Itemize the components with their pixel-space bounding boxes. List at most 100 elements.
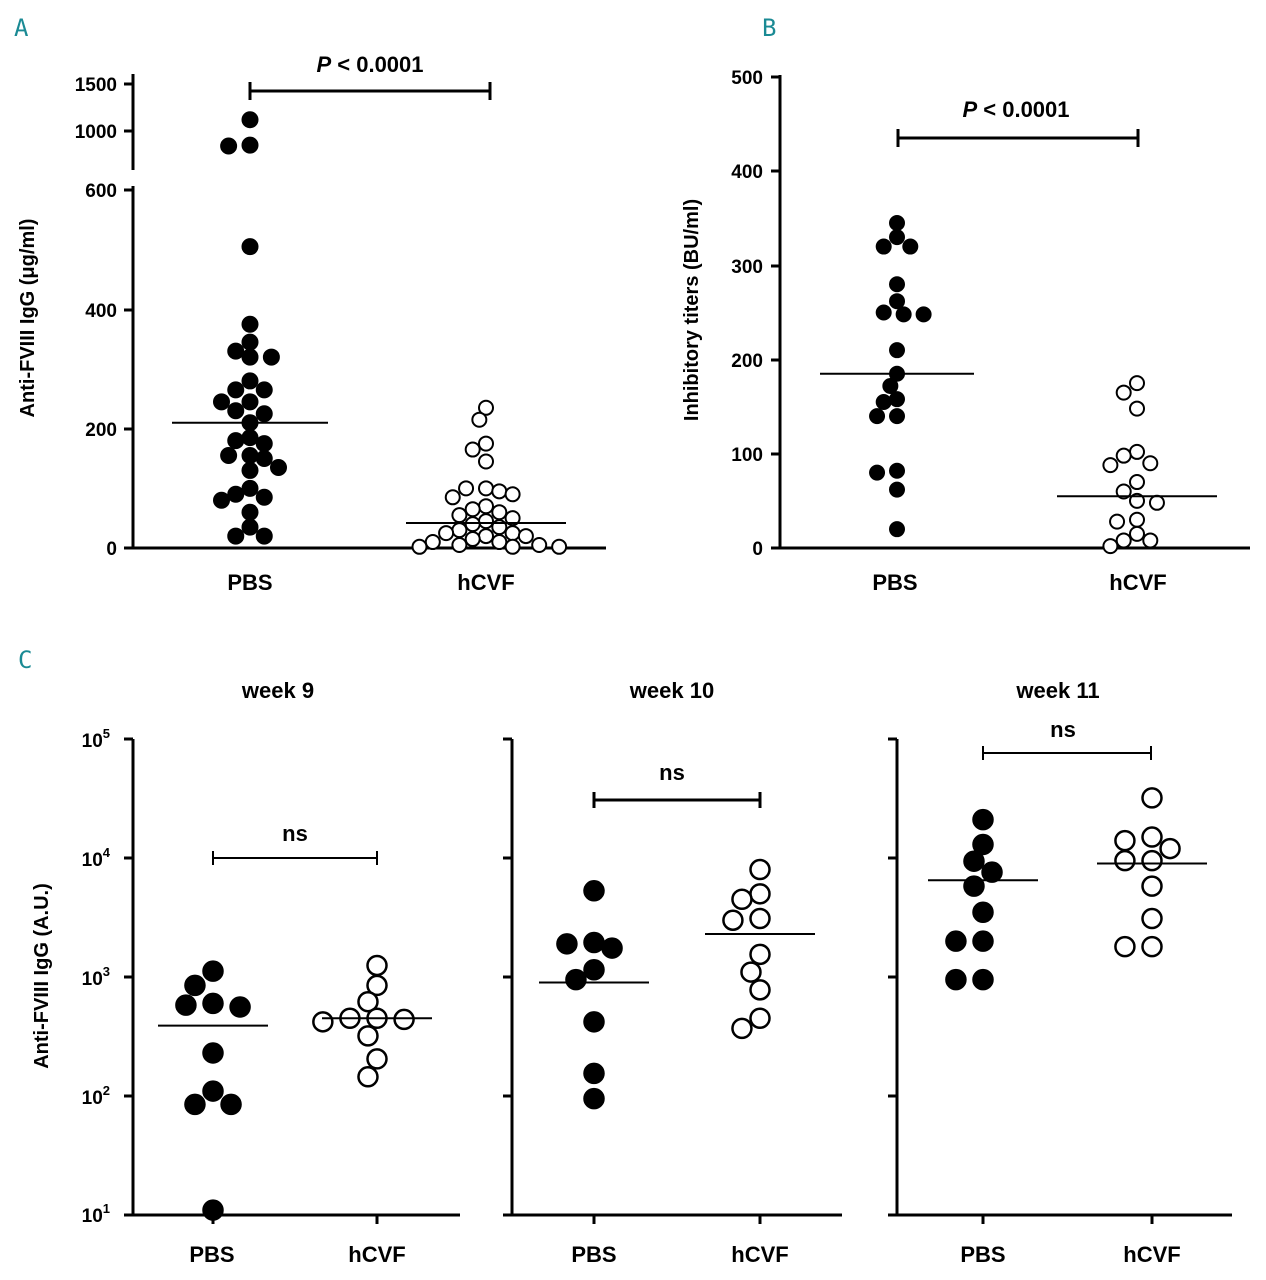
panel-a-pbs-point: [220, 137, 238, 155]
panel-a-hcvf-point: [478, 435, 494, 452]
panel-a-category-hcvf: hCVF: [457, 570, 514, 595]
week-10-pbs-point: [556, 933, 578, 955]
week-10-significance-bracket: [592, 792, 762, 808]
panel-b-category-pbs: PBS: [872, 570, 917, 595]
panel-b-pbs-point: [869, 464, 886, 481]
panel-label-c: C: [18, 646, 32, 674]
panel-c-y-label: Anti-FVIII IgG (A.U.): [31, 883, 53, 1069]
panel-a-hcvf-point: [478, 399, 494, 416]
panel-a-tick-label: 400: [85, 301, 117, 322]
panel-b-hcvf-point: [1129, 400, 1145, 417]
panel-a-pbs-point: [241, 503, 259, 521]
panel-a-pbs-point: [241, 447, 259, 465]
panel-a-hcvf-point: [504, 486, 521, 503]
tick-exponent: 5: [103, 726, 110, 741]
panel-a-hcvf-point: [438, 525, 455, 542]
tick-exponent: 3: [103, 964, 110, 979]
panel-b-tick-label: 400: [731, 162, 763, 183]
panel-c-category-hcvf: hCVF: [731, 1242, 788, 1267]
panel-b-hcvf-point: [1142, 532, 1159, 549]
panel-a-hcvf-point: [458, 480, 475, 497]
week-11-hcvf-point: [1141, 875, 1163, 897]
week-9-pbs-point: [220, 1093, 242, 1116]
panel-a-hcvf-point: [478, 528, 494, 545]
panel-b-tick-label: 200: [731, 351, 763, 372]
panel-b-pbs-point: [915, 306, 932, 323]
week-9-hcvf-point: [366, 974, 388, 997]
panel-b-hcvf-point: [1109, 513, 1126, 530]
week-11-pbs-point: [972, 808, 994, 831]
panel-a-pbs-point: [241, 315, 259, 333]
panel-a-hcvf-point: [517, 528, 534, 545]
panel-a-hcvf-point: [478, 480, 494, 497]
panel-a-pbs-point: [255, 435, 273, 453]
panel-c-tick-label: 103: [82, 964, 110, 990]
panel-b-pbs-point: [875, 304, 892, 321]
panel-a-hcvf-point: [531, 537, 548, 554]
panel-b-hcvf-point: [1115, 483, 1132, 500]
panel-b-hcvf-point: [1115, 384, 1132, 401]
tick-exponent: 1: [103, 1201, 110, 1216]
panel-a-significance-label: P < 0.0001: [316, 52, 423, 77]
panel-c-tick-label: 104: [82, 845, 111, 871]
panel-a-pbs-point: [227, 527, 245, 545]
panel-c-category-hcvf: hCVF: [1123, 1242, 1180, 1267]
week-11-pbs-point: [945, 930, 967, 952]
panel-a-pbs-point: [241, 479, 259, 497]
tick-base: 10: [82, 850, 103, 871]
panel-c-title-week-11: week 11: [1015, 678, 1099, 703]
panel-a-hcvf-point: [424, 534, 441, 551]
panel-b-hcvf-point: [1129, 511, 1145, 528]
panel-c: Anti-FVIII IgG (A.U.) 101 102 103 104 10…: [31, 678, 1232, 1267]
panel-b-pbs-point: [869, 408, 886, 425]
week-11-pbs-point: [972, 968, 994, 991]
panel-a-hcvf-point: [451, 537, 468, 554]
panel-b-hcvf-point: [1115, 532, 1132, 549]
panel-b-pbs-point: [889, 215, 905, 232]
week-10-hcvf-point: [731, 1017, 753, 1040]
panel-a-pbs-point: [220, 447, 238, 465]
panel-a-hcvf-point: [471, 411, 488, 428]
panel-b-pbs-point: [902, 238, 919, 255]
panel-c-category-hcvf: hCVF: [348, 1242, 405, 1267]
panel-a-pbs-point: [241, 238, 259, 256]
week-10-hcvf-point: [749, 883, 771, 905]
panel-a-hcvf-point: [478, 498, 494, 515]
panel-b-hcvf-point: [1129, 474, 1145, 491]
week-10-hcvf-point: [740, 961, 762, 983]
week-9-pbs-point: [175, 994, 197, 1016]
panel-a-y-label: Anti-FVIII IgG (μg/ml): [17, 219, 39, 418]
week-9-significance-label: ns: [282, 821, 308, 846]
week-11-hcvf-point: [1114, 935, 1136, 958]
panel-a-pbs-point: [255, 488, 273, 506]
tick-exponent: 2: [103, 1083, 110, 1098]
week-10-pbs-point: [583, 1087, 605, 1110]
tick-exponent: 4: [103, 845, 111, 860]
panel-a-hcvf-point: [451, 522, 468, 539]
panel-a-pbs-point: [213, 393, 230, 411]
panel-b-pbs-point: [889, 408, 905, 425]
panel-b-pbs-point: [882, 377, 899, 394]
panel-a-hcvf-point: [478, 513, 494, 530]
panel-b-pbs-point: [875, 393, 892, 410]
week-10-pbs-point: [601, 937, 623, 959]
week-11-hcvf-point: [1141, 907, 1163, 930]
week-11-pbs-point: [945, 968, 967, 991]
panel-a-pbs-point: [227, 402, 245, 420]
week-9-pbs-point: [202, 992, 224, 1015]
panel-a-pbs-point: [227, 432, 245, 450]
week-11-pbs-point: [963, 875, 985, 897]
panel-b-pbs-point: [889, 342, 905, 359]
panel-a-hcvf-point: [491, 504, 508, 521]
week-11-hcvf-point: [1159, 837, 1181, 860]
panel-a-points: [172, 111, 568, 555]
week-11-pbs-point: [981, 861, 1003, 883]
panel-a-pbs-point: [241, 393, 259, 411]
panel-b-pbs-point: [875, 238, 892, 255]
p-italic: P: [962, 97, 977, 122]
panel-a-hcvf-point: [491, 534, 508, 551]
week-10-significance-label: ns: [659, 760, 685, 785]
panel-a-pbs-point: [241, 111, 259, 129]
week-9-pbs-point: [229, 996, 251, 1018]
panel-c-tick-label: 102: [82, 1083, 110, 1109]
